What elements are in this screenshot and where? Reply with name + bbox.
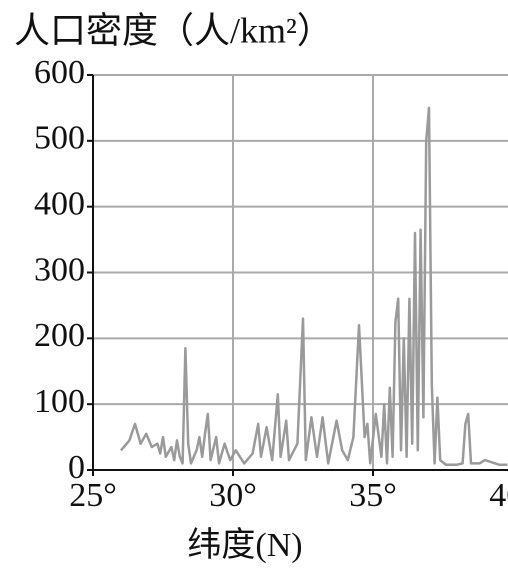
y-tick-label: 600 — [34, 54, 85, 91]
x-tick-label: 30° — [209, 477, 257, 514]
x-tick-label: 25° — [69, 477, 117, 514]
y-tick-label: 100 — [34, 383, 85, 420]
x-axis-label: 纬度(N) — [187, 526, 302, 564]
y-tick-label: 0 — [68, 449, 85, 486]
y-tick-label: 400 — [34, 185, 85, 222]
x-tick-label: 40° — [489, 477, 508, 514]
x-tick-label: 35° — [349, 477, 397, 514]
y-tick-label: 300 — [34, 251, 85, 288]
y-tick-label: 200 — [34, 317, 85, 354]
chart-title: 人口密度（人/km²） — [14, 10, 333, 50]
y-tick-label: 500 — [34, 120, 85, 157]
data-line — [120, 106, 508, 466]
